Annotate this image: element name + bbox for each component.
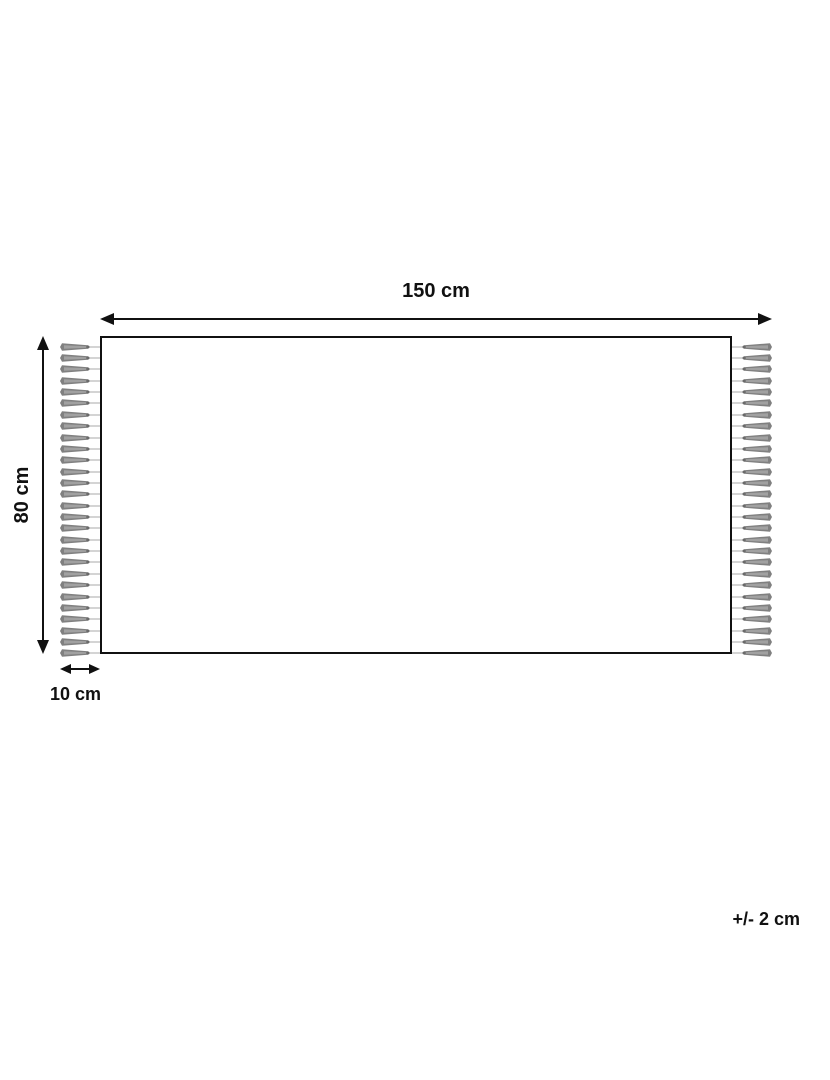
tassel [60,372,100,380]
tassel [732,429,772,437]
tassel [60,485,100,493]
height-dimension: 80 cm [4,336,52,654]
tassel [732,519,772,527]
tassel [732,372,772,380]
fringe-label: 10 cm [50,684,101,705]
tassel [732,649,772,657]
rug-body [100,336,732,654]
fringe-right [732,336,772,654]
tassel [732,588,772,596]
tassel [60,649,100,657]
tassel [60,451,100,459]
tassel [732,451,772,459]
height-arrow [36,336,50,654]
tassel [60,644,100,652]
tassel [60,553,100,561]
tassel [60,417,100,425]
tassel [60,463,100,471]
tassel [732,485,772,493]
fringe-dimension: 10 cm [60,662,120,712]
tassel [732,599,772,607]
tassel [732,622,772,630]
tassel [732,417,772,425]
tassel [732,553,772,561]
tassel [732,440,772,448]
tassel [732,463,772,471]
tassel [732,394,772,402]
tassel [60,440,100,448]
tassel [732,633,772,641]
tassel [60,588,100,596]
tassel [732,406,772,414]
tassel [732,644,772,652]
width-label: 150 cm [402,280,470,303]
width-dimension: 150 cm [100,280,772,328]
tassel [732,565,772,573]
tassel [60,610,100,618]
diagram-container: 150 cm 80 cm 10 cm [0,0,830,1080]
tassel [60,349,100,357]
tassel [60,565,100,573]
diagram-area: 150 cm 80 cm 10 cm [60,280,780,720]
tassel [60,497,100,505]
tassel [60,338,100,346]
tassel [60,474,100,482]
width-arrow [100,312,772,326]
tassel [732,508,772,516]
tassel [732,349,772,357]
tassel [732,497,772,505]
tassel [60,406,100,414]
tassel [60,542,100,550]
tassel [60,429,100,437]
tassel [732,474,772,482]
tassel [60,519,100,527]
tassel [732,610,772,618]
tassel [60,531,100,539]
fringe-arrow [60,662,100,676]
tassel [732,383,772,391]
tassel [60,576,100,584]
tassel [60,599,100,607]
tassel [732,542,772,550]
tassel [732,531,772,539]
tassel [732,360,772,368]
tassel [60,633,100,641]
tassel [60,360,100,368]
fringe-left [60,336,100,654]
tassel [60,508,100,516]
tassel [60,394,100,402]
tassel [732,338,772,346]
tassel [732,576,772,584]
tolerance-label: +/- 2 cm [732,909,800,930]
tassel [60,383,100,391]
height-label: 80 cm [11,467,34,524]
tassel [60,622,100,630]
